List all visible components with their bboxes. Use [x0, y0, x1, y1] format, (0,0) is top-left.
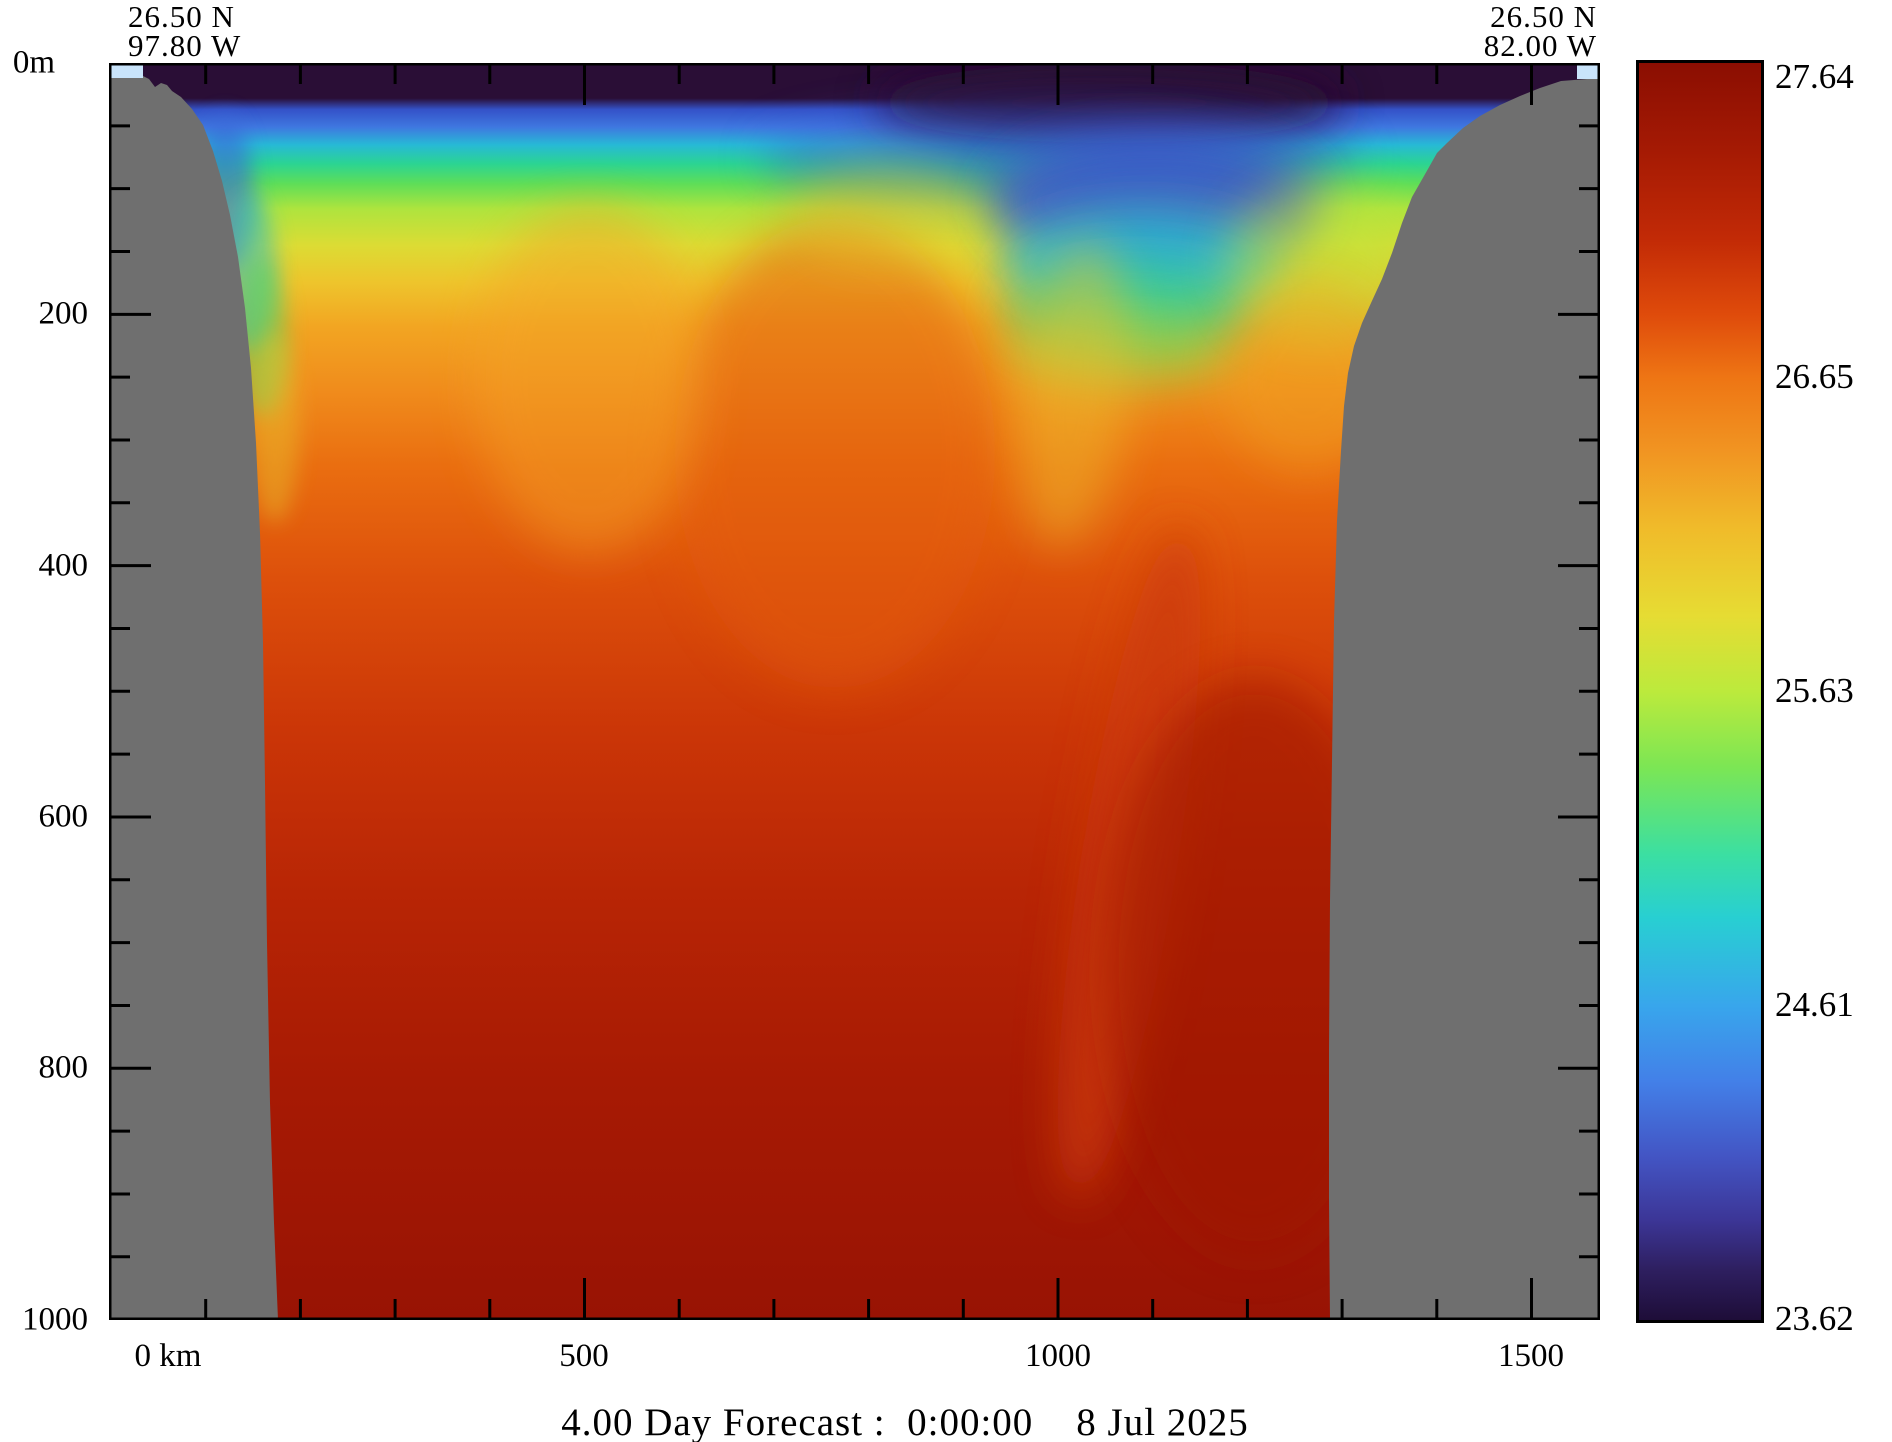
left-endpoint-coords: 26.50 N 97.80 W [128, 0, 242, 63]
colorbar-tick-label: 26.65 [1775, 357, 1854, 396]
y-axis-tick-label: 800 [38, 1049, 89, 1086]
section-plot-canvas [109, 63, 1600, 1320]
land-mask-left [109, 73, 278, 1320]
y-axis-tick-label: 0m [12, 44, 55, 81]
x-axis-tick-label: 0 km [134, 1338, 202, 1374]
density-field [109, 63, 1600, 1320]
y-axis-tick-label: 1000 [22, 1301, 88, 1338]
right-endpoint-lat: 26.50 N [1490, 0, 1597, 34]
left-endpoint-lon: 97.80 W [128, 28, 242, 63]
colorbar-tick-label: 24.61 [1775, 985, 1854, 1024]
axis-ticks [109, 63, 1600, 1320]
x-axis-tick-label: 1500 [1498, 1338, 1564, 1374]
colorbar [1636, 60, 1764, 1323]
y-axis-tick-label: 200 [38, 295, 89, 332]
colorbar-tick-label: 25.63 [1775, 671, 1854, 710]
colorbar-tick-label: 23.62 [1775, 1299, 1854, 1338]
x-axis-tick-label: 1000 [1025, 1338, 1091, 1374]
right-endpoint-coords: 26.50 N 82.00 W [1483, 0, 1597, 63]
colorbar-tick-label: 27.64 [1775, 57, 1854, 96]
figure-caption: 4.00 Day Forecast : 0:00:00 8 Jul 2025 [561, 1401, 1249, 1442]
left-endpoint-lat: 26.50 N [128, 0, 235, 34]
shelf-surface-patch [109, 63, 143, 78]
x-axis-tick-label: 500 [559, 1338, 609, 1374]
land-mask-right [1329, 78, 1600, 1320]
y-axis-tick-label: 600 [38, 798, 89, 835]
right-endpoint-lon: 82.00 W [1483, 28, 1597, 63]
y-axis-tick-label: 400 [38, 547, 89, 584]
shelf-surface-patch [1577, 63, 1600, 79]
